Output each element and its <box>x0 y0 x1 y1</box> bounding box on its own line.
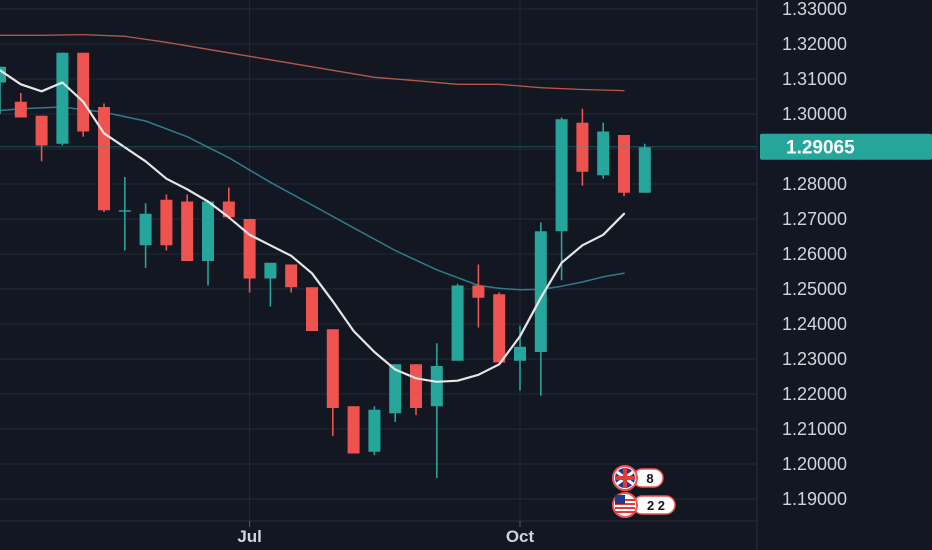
candle-body <box>430 366 443 407</box>
price-axis[interactable]: 1.330001.320001.310001.300001.290001.280… <box>782 0 847 509</box>
y-tick-label: 1.28000 <box>782 174 847 194</box>
candle-body <box>451 285 464 361</box>
candle-body <box>285 264 298 288</box>
candle-body <box>326 329 339 408</box>
candle-body <box>514 346 526 361</box>
candle-body <box>306 287 318 331</box>
candle-body <box>389 364 402 414</box>
ma-slow-layer <box>0 33 625 92</box>
candle-body <box>347 406 360 454</box>
y-tick-label: 1.24000 <box>782 314 847 334</box>
y-tick-label: 1.30000 <box>782 104 847 124</box>
candle-body <box>98 107 110 211</box>
candle-body <box>576 122 589 172</box>
y-tick-label: 1.33000 <box>782 0 847 19</box>
y-tick-label: 1.19000 <box>782 489 847 509</box>
candle-body <box>77 52 90 132</box>
us-flag-icon <box>612 492 638 518</box>
last-price-tag-bg <box>760 133 932 160</box>
candle-body <box>264 262 277 279</box>
candle-body <box>222 201 235 218</box>
time-axis[interactable]: Jul Oct <box>237 521 535 546</box>
y-tick-label: 1.21000 <box>782 419 847 439</box>
candle-body <box>35 115 48 146</box>
candle-body <box>534 231 547 352</box>
y-tick-label: 1.20000 <box>782 454 847 474</box>
flag-stripe <box>615 511 635 513</box>
flag-canton <box>615 495 625 504</box>
candle-body <box>56 52 69 144</box>
x-tick-label: Oct <box>506 527 535 546</box>
candle-body <box>597 131 610 176</box>
ma-mid-layer <box>0 106 625 291</box>
candle-body <box>410 364 422 408</box>
y-tick-label: 1.25000 <box>782 279 847 299</box>
candle-body <box>368 409 381 452</box>
y-tick-label: 1.27000 <box>782 209 847 229</box>
candle-body <box>14 101 27 118</box>
flag-cross-v <box>623 468 627 488</box>
candle-body <box>555 119 568 232</box>
candle-body <box>0 66 6 83</box>
candle-body <box>472 285 485 298</box>
uk-flag-event[interactable]: 8 <box>612 465 664 491</box>
candle-body <box>139 213 152 246</box>
grid <box>0 0 757 521</box>
y-tick-label: 1.26000 <box>782 244 847 264</box>
ma-fast-layer <box>0 69 626 383</box>
event-count: 8 <box>646 471 653 486</box>
y-tick-label: 1.32000 <box>782 34 847 54</box>
candle-body <box>638 147 651 193</box>
candle-body <box>118 210 131 212</box>
last-price-tag: 1.29065 <box>760 133 932 160</box>
candle-body <box>243 219 256 279</box>
candle-body <box>493 294 506 363</box>
ma-slow-line <box>0 33 625 92</box>
uk-flag-icon <box>612 465 638 491</box>
candles-layer <box>0 52 651 478</box>
ma-mid-line <box>0 106 625 291</box>
candle-body <box>160 199 173 246</box>
candle-body <box>618 135 630 193</box>
events-layer: 8 2 2 <box>612 465 676 518</box>
last-price-label: 1.29065 <box>786 138 855 159</box>
us-flag-event[interactable]: 2 2 <box>612 492 676 518</box>
candle-body <box>181 201 194 261</box>
y-tick-label: 1.22000 <box>782 384 847 404</box>
candle-body <box>202 201 214 261</box>
flag-stripe <box>615 507 635 509</box>
y-tick-label: 1.31000 <box>782 69 847 89</box>
ma-fast-line <box>0 69 626 383</box>
y-tick-label: 1.23000 <box>782 349 847 369</box>
event-count: 2 2 <box>647 498 665 513</box>
x-tick-label: Jul <box>237 527 262 546</box>
